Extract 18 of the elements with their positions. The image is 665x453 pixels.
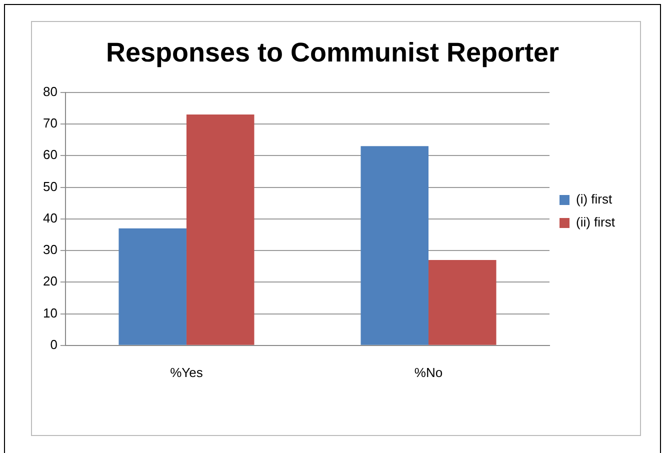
x-tick-label: %No xyxy=(414,364,443,380)
y-tick-label: 40 xyxy=(42,210,58,226)
y-tick-label: 80 xyxy=(42,84,58,99)
y-tick-label: 60 xyxy=(42,147,58,162)
bar xyxy=(118,228,186,345)
y-tick-label: 50 xyxy=(42,178,58,194)
chart-title: Responses to Communist Reporter xyxy=(106,38,560,68)
y-tick-label: 30 xyxy=(42,242,58,258)
y-tick-label: 70 xyxy=(42,116,58,131)
x-tick-label: %Yes xyxy=(170,364,204,380)
bar xyxy=(428,260,496,345)
bar xyxy=(360,146,428,345)
legend-label: (i) first xyxy=(576,192,612,207)
y-tick-label: 20 xyxy=(42,274,58,289)
legend-label: (ii) first xyxy=(576,214,616,230)
y-tick-label: 10 xyxy=(42,305,58,320)
y-tick-label: 0 xyxy=(50,336,58,352)
bar xyxy=(186,114,254,345)
